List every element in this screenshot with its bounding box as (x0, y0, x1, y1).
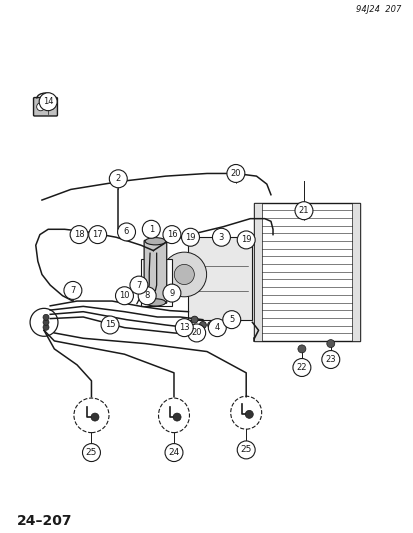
FancyBboxPatch shape (141, 259, 171, 306)
FancyBboxPatch shape (33, 98, 57, 116)
Text: 9: 9 (169, 288, 174, 297)
Circle shape (297, 345, 305, 353)
FancyBboxPatch shape (144, 240, 166, 303)
Circle shape (64, 281, 82, 300)
Bar (351, 203, 359, 341)
Text: 7: 7 (70, 286, 76, 295)
Circle shape (226, 165, 244, 182)
Circle shape (30, 309, 58, 336)
Text: 94J24  207: 94J24 207 (355, 5, 400, 14)
Circle shape (237, 441, 254, 459)
Circle shape (39, 93, 57, 111)
Circle shape (130, 276, 147, 294)
Text: 19: 19 (185, 233, 195, 242)
Circle shape (237, 231, 254, 249)
Text: 8: 8 (144, 291, 150, 300)
Ellipse shape (145, 299, 165, 306)
Text: 14: 14 (43, 97, 53, 106)
Text: 20: 20 (230, 169, 240, 178)
Text: 1: 1 (148, 225, 154, 234)
Text: 22: 22 (296, 363, 306, 372)
Text: 17: 17 (92, 230, 103, 239)
Text: 6: 6 (123, 228, 129, 237)
Circle shape (174, 264, 194, 285)
FancyBboxPatch shape (188, 237, 252, 320)
Circle shape (37, 103, 45, 111)
Circle shape (191, 316, 198, 323)
Circle shape (91, 413, 99, 421)
Text: 19: 19 (240, 236, 251, 245)
Circle shape (138, 287, 156, 305)
Circle shape (245, 410, 253, 418)
Circle shape (70, 225, 88, 244)
Circle shape (175, 319, 193, 337)
Text: 24–207: 24–207 (17, 514, 73, 528)
Bar (254, 203, 261, 341)
Bar (254, 203, 359, 341)
Circle shape (187, 324, 205, 342)
Text: 10: 10 (119, 291, 129, 300)
Circle shape (321, 351, 339, 368)
Text: 23: 23 (325, 355, 335, 364)
Text: 15: 15 (104, 320, 115, 329)
Text: 20: 20 (191, 328, 202, 337)
Circle shape (199, 321, 206, 328)
Circle shape (294, 201, 312, 220)
Text: 5: 5 (228, 315, 234, 324)
Text: 21: 21 (298, 206, 309, 215)
Text: 3: 3 (218, 233, 223, 242)
Circle shape (117, 223, 135, 241)
Circle shape (292, 359, 310, 376)
Text: 16: 16 (166, 230, 177, 239)
Circle shape (163, 225, 180, 244)
Text: 18: 18 (74, 230, 84, 239)
Text: 25: 25 (85, 448, 97, 457)
Circle shape (88, 225, 107, 244)
Ellipse shape (145, 238, 165, 245)
Circle shape (181, 228, 199, 246)
Circle shape (212, 228, 230, 246)
Circle shape (43, 324, 49, 330)
Circle shape (43, 314, 49, 320)
Text: 7: 7 (136, 280, 141, 289)
Text: 13: 13 (178, 323, 189, 332)
Circle shape (142, 220, 160, 238)
Circle shape (161, 252, 206, 297)
Circle shape (115, 287, 133, 305)
Text: 2: 2 (115, 174, 121, 183)
Circle shape (82, 443, 100, 462)
Circle shape (163, 284, 180, 302)
Text: 4: 4 (214, 323, 219, 332)
Circle shape (326, 340, 334, 348)
Circle shape (43, 319, 49, 325)
Circle shape (222, 311, 240, 329)
Text: 24: 24 (168, 448, 179, 457)
Circle shape (173, 413, 180, 421)
Circle shape (165, 443, 183, 462)
Text: 25: 25 (240, 446, 251, 455)
Circle shape (109, 170, 127, 188)
Circle shape (208, 319, 226, 337)
Circle shape (101, 316, 119, 334)
Circle shape (207, 321, 214, 328)
